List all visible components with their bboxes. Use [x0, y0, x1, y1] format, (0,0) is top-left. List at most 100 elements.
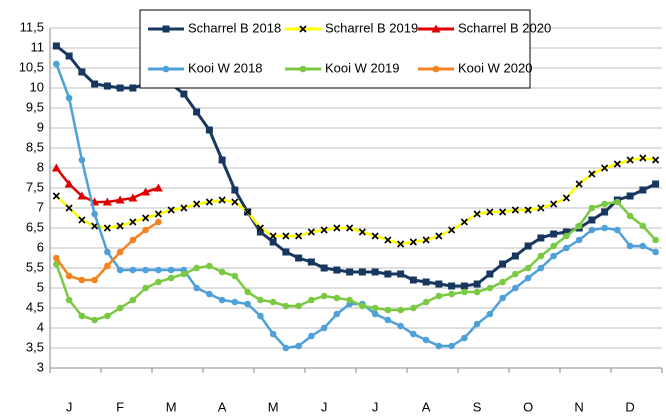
marker [537, 204, 545, 212]
marker [575, 180, 583, 188]
marker [461, 334, 468, 342]
marker [410, 330, 417, 338]
marker [256, 224, 264, 232]
marker [206, 290, 213, 298]
marker [218, 156, 226, 164]
marker [256, 228, 264, 236]
marker [244, 288, 251, 296]
marker [282, 232, 290, 240]
marker [511, 206, 519, 214]
marker [155, 278, 162, 286]
x-tick-label: A [422, 399, 431, 414]
marker [384, 306, 392, 314]
marker [448, 282, 456, 290]
marker [231, 272, 239, 280]
marker [269, 232, 277, 240]
marker [64, 179, 74, 188]
marker [422, 236, 430, 244]
marker [103, 224, 111, 232]
marker [167, 206, 175, 214]
marker [524, 206, 532, 214]
marker [614, 198, 621, 206]
marker [218, 268, 226, 276]
marker [155, 266, 162, 274]
marker [154, 210, 162, 218]
marker [91, 80, 99, 88]
marker [218, 296, 226, 304]
marker [448, 226, 456, 234]
marker [104, 262, 111, 270]
y-tick-label: 8,5 [26, 139, 44, 154]
marker [422, 336, 430, 344]
x-tick-label: S [473, 399, 482, 414]
marker [206, 262, 213, 270]
marker [65, 272, 73, 280]
legend-label: Kooi W 2019 [325, 60, 399, 75]
marker [639, 222, 647, 230]
marker [460, 282, 468, 290]
x-tick-label: N [574, 399, 583, 414]
marker [65, 296, 73, 304]
marker [52, 192, 60, 200]
marker [78, 276, 86, 284]
y-tick-label: 4,5 [26, 299, 44, 314]
marker [346, 224, 354, 232]
legend-label: Scharrel B 2020 [458, 20, 551, 35]
x-tick-label: J [321, 399, 328, 414]
marker [410, 304, 417, 312]
marker [626, 156, 634, 164]
marker [51, 163, 61, 172]
marker [231, 186, 239, 194]
marker [142, 226, 149, 234]
marker [550, 242, 557, 250]
x-tick-label: M [268, 399, 279, 414]
marker [141, 187, 151, 196]
legend-label: Kooi W 2018 [188, 60, 262, 75]
marker [269, 298, 277, 306]
marker [282, 302, 290, 310]
x-tick-label: J [66, 399, 73, 414]
legend: Scharrel B 2018 Scharrel B 2019 Scharrel B… [139, 9, 551, 89]
y-tick-label: 3,5 [26, 339, 44, 354]
marker [473, 210, 481, 218]
marker [193, 108, 201, 116]
marker [588, 204, 596, 212]
marker [308, 296, 315, 304]
marker [231, 298, 239, 306]
marker [537, 264, 545, 272]
marker [193, 284, 200, 292]
marker [588, 170, 596, 178]
marker [588, 226, 596, 234]
marker [65, 204, 73, 212]
marker [473, 288, 481, 296]
marker [104, 248, 111, 256]
marker [78, 156, 86, 164]
marker [282, 344, 290, 352]
marker [435, 280, 443, 288]
marker [128, 193, 138, 202]
marker [359, 302, 366, 310]
marker [52, 42, 60, 50]
marker [371, 310, 379, 318]
marker [601, 164, 609, 172]
marker [550, 252, 557, 260]
marker [562, 228, 570, 236]
marker [626, 192, 634, 200]
marker [102, 197, 112, 206]
marker [346, 268, 354, 276]
marker [78, 312, 86, 320]
marker [320, 264, 328, 272]
marker [307, 228, 315, 236]
marker [435, 342, 443, 350]
marker [473, 320, 481, 328]
marker [53, 254, 60, 262]
marker [358, 268, 366, 276]
marker [562, 194, 570, 202]
marker [358, 228, 366, 236]
marker [295, 302, 302, 310]
x-tick-label: A [218, 399, 227, 414]
marker [512, 270, 519, 278]
marker [91, 276, 98, 284]
marker [524, 242, 532, 250]
marker [78, 216, 86, 224]
